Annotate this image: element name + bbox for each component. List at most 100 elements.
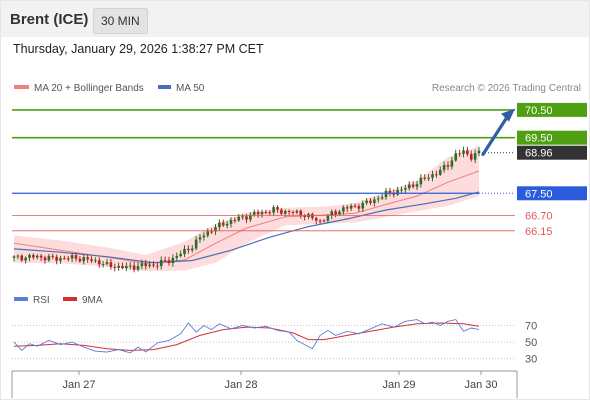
candle-body <box>427 177 430 179</box>
candle-body <box>125 265 128 269</box>
candle-body <box>148 264 151 267</box>
candle <box>221 219 225 227</box>
candle-body <box>121 265 124 269</box>
candle <box>415 180 419 191</box>
candle-body <box>280 209 283 214</box>
candle-body <box>442 165 446 170</box>
x-tick-label: Jan 28 <box>224 379 257 391</box>
candle <box>287 209 291 216</box>
candle-body <box>233 220 237 222</box>
candle <box>218 219 221 231</box>
candle <box>28 253 31 262</box>
candle-body <box>47 255 51 261</box>
candle <box>163 256 167 262</box>
candle <box>39 253 43 261</box>
candle <box>82 254 86 265</box>
candle <box>330 209 334 220</box>
candle-body <box>450 160 454 167</box>
candle <box>16 254 20 260</box>
candle <box>140 259 144 270</box>
candle-body <box>105 262 109 265</box>
candle <box>183 245 186 258</box>
current-price-label: 68.96 <box>525 148 553 160</box>
candle-body <box>140 263 144 267</box>
candle-body <box>16 255 20 257</box>
candle <box>94 257 97 264</box>
candle-body <box>24 257 27 261</box>
candle <box>380 194 384 200</box>
candle-body <box>419 177 423 185</box>
candle <box>349 203 353 212</box>
bollinger-band <box>14 146 479 272</box>
candle <box>373 196 376 207</box>
candle-body <box>376 198 380 200</box>
candle <box>198 233 202 243</box>
candle-body <box>411 184 415 187</box>
candle-body <box>241 216 244 218</box>
candle-body <box>322 220 326 222</box>
candle <box>353 203 357 208</box>
ma9-legend-label: 9MA <box>82 295 103 306</box>
candle <box>454 149 458 162</box>
candle-body <box>404 188 407 190</box>
candle <box>214 224 217 236</box>
candles <box>12 146 481 273</box>
candle <box>229 217 233 228</box>
candle <box>90 256 93 264</box>
candle-body <box>229 220 233 224</box>
candle <box>159 256 163 270</box>
candle-body <box>357 206 361 209</box>
candle-body <box>423 177 427 179</box>
candle <box>423 174 427 181</box>
candle <box>256 209 260 218</box>
candle <box>128 262 132 270</box>
candle <box>462 146 465 158</box>
candle-body <box>388 190 392 193</box>
rsi-tick-label: 70 <box>525 320 537 332</box>
candle-body <box>136 266 140 270</box>
candle-body <box>51 255 55 257</box>
candle-body <box>256 212 260 215</box>
resistance-tag <box>517 130 587 145</box>
candle-body <box>206 231 210 236</box>
candle <box>369 197 372 206</box>
candle-body <box>458 153 461 155</box>
candle <box>32 253 35 260</box>
candle <box>361 200 365 213</box>
candle <box>125 262 128 272</box>
candle <box>469 150 473 162</box>
candle <box>342 205 345 215</box>
candle <box>314 216 318 225</box>
candle-body <box>128 265 132 267</box>
candle-body <box>477 150 481 153</box>
candle-body <box>466 150 469 155</box>
candle-body <box>28 255 31 258</box>
candle-body <box>384 190 388 198</box>
rsi-legend: RSI 9MA <box>14 295 103 306</box>
candle-body <box>454 153 458 161</box>
pivot-tag <box>517 186 587 201</box>
candle-body <box>330 211 334 216</box>
candle <box>477 147 481 157</box>
candle-body <box>59 258 62 261</box>
timeframe-badge[interactable]: 30 MIN <box>93 8 148 34</box>
candle-body <box>334 211 337 215</box>
candle-body <box>299 210 303 216</box>
legend: MA 20 + Bollinger Bands MA 50 Research ©… <box>14 83 581 94</box>
candle-body <box>264 212 268 214</box>
support-label: 66.15 <box>525 226 553 238</box>
current-price-tag <box>517 145 587 160</box>
candle-body <box>221 222 225 226</box>
candle <box>427 174 430 182</box>
candle <box>144 259 148 270</box>
candle-body <box>101 264 105 266</box>
candle <box>260 209 264 218</box>
candle <box>43 255 47 264</box>
candle <box>249 212 252 222</box>
candle <box>435 170 438 178</box>
candle <box>442 161 446 173</box>
candle <box>70 252 74 263</box>
candle-body <box>311 213 314 219</box>
